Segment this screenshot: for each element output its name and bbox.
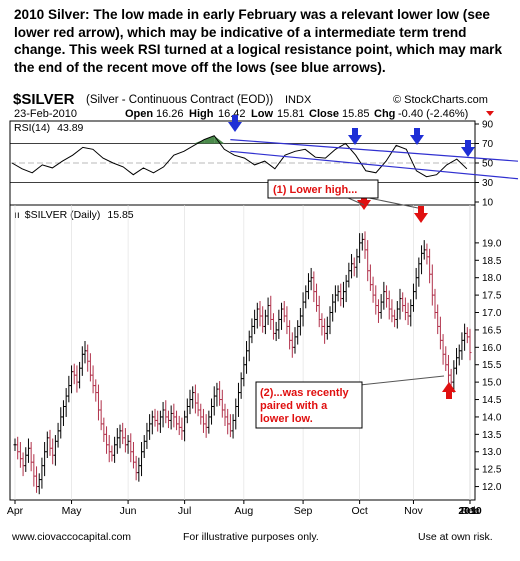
- rsi-tick-label: 90: [482, 120, 494, 131]
- price-tick-label: 15.5: [482, 360, 502, 371]
- footer-disclaimer: For illustrative purposes only.: [183, 531, 319, 543]
- price-tick-label: 13.5: [482, 430, 502, 441]
- price-tick-label: 14.5: [482, 395, 502, 406]
- x-tick-label: Apr: [7, 505, 24, 517]
- x-tick-label: Feb: [461, 505, 479, 517]
- price-panel: ıı $SILVER (Daily) 15.85 12.0 12.5 13.0 13.…: [7, 204, 502, 517]
- chart-date: 23-Feb-2010: [14, 108, 77, 120]
- open-label: Open: [125, 108, 153, 120]
- blue-arrows: [228, 115, 475, 157]
- rsi-overbought-segment: [204, 135, 215, 144]
- blue-arrow-3-head: [410, 135, 424, 145]
- headline-lead: 2010 Silver:: [14, 7, 90, 22]
- chart-description: (Silver - Continuous Contract (EOD)): [86, 94, 273, 106]
- rsi-last-value: 43.89: [57, 122, 83, 134]
- x-tick-label: 2010: [458, 505, 482, 517]
- ohlc-icon: ıı: [14, 209, 20, 221]
- blue-arrow-1: [232, 115, 238, 123]
- price-tick-label: 13.0: [482, 447, 502, 458]
- close-value: 15.85: [342, 108, 370, 120]
- blue-arrow-2-head: [348, 135, 362, 145]
- chart-symbol: $SILVER: [13, 91, 75, 108]
- callout-2-line-2: paired with a: [260, 400, 328, 412]
- price-tick-label: 17.5: [482, 291, 502, 302]
- callout-2-line-1: (2)...was recently: [260, 387, 350, 399]
- price-tick-label: 16.0: [482, 343, 502, 354]
- headline-body: The low made in early February was a rel…: [14, 7, 503, 75]
- x-tick-label: Dec: [461, 505, 480, 517]
- price-label: ıı $SILVER (Daily) 15.85: [14, 209, 134, 221]
- chg-value: -0.40 (-2.46%): [398, 108, 468, 120]
- red-arrow-2: [418, 206, 424, 214]
- price-frame: [9, 204, 476, 501]
- blue-arrow-1-head: [228, 122, 242, 132]
- blue-arrow-4-head: [461, 147, 475, 157]
- rsi-label: RSI(14) 43.89: [14, 122, 84, 134]
- price-name: $SILVER (Daily): [25, 209, 101, 221]
- rsi-trendline: [230, 150, 519, 180]
- callout-1-text: (1) Lower high...: [273, 184, 357, 196]
- open-value: 16.26: [156, 108, 184, 120]
- rsi-y-axis: 10 30 50 70 90: [475, 120, 494, 209]
- x-tick-label: May: [62, 505, 83, 517]
- rsi-overbought-segment: [214, 135, 225, 144]
- red-arrow-3: [446, 391, 452, 399]
- x-tick-label: Aug: [235, 505, 254, 517]
- callout-2-box: [255, 381, 363, 429]
- footer: www.ciovaccocapital.com For illustrative…: [0, 531, 520, 555]
- chart-exchange: INDX: [285, 94, 312, 106]
- price-bars: [13, 231, 472, 495]
- rsi-bands: [10, 143, 475, 183]
- price-last-value: 15.85: [107, 209, 133, 221]
- price-tick-label: 18.0: [482, 273, 502, 284]
- x-tick-label: Jul: [178, 505, 191, 517]
- x-tick-label: Nov: [404, 505, 423, 517]
- red-arrow-2-head: [414, 213, 428, 223]
- callout-1-box: [267, 179, 379, 199]
- callout-2-line-3: lower low.: [260, 413, 313, 425]
- rsi-tick-label: 30: [482, 178, 494, 189]
- price-tick-label: 19.0: [482, 238, 502, 249]
- callout-lower-high: (1) Lower high...: [267, 179, 419, 209]
- price-y-axis: 12.0 12.5 13.0 13.5 14.0 14.5 15.0 15.5 16.0 16.5…: [475, 238, 502, 493]
- rsi-tick-label: 70: [482, 139, 494, 150]
- blue-arrow-3: [414, 128, 420, 136]
- footer-risk: Use at own risk.: [418, 531, 493, 543]
- rsi-trendlines: [230, 139, 519, 180]
- blue-arrow-4: [465, 140, 471, 148]
- rsi-name: RSI(14): [14, 122, 50, 134]
- x-tick-label: Oct: [351, 505, 367, 517]
- price-tick-label: 15.0: [482, 378, 502, 389]
- high-value: 16.42: [218, 108, 246, 120]
- chg-down-arrow-icon: [486, 111, 494, 116]
- high-label: High: [189, 108, 214, 120]
- stockcharts-watermark: © StockCharts.com: [393, 94, 488, 106]
- price-tick-label: 17.0: [482, 308, 502, 319]
- price-tick-label: 14.0: [482, 412, 502, 423]
- rsi-tick-label: 50: [482, 159, 494, 170]
- chart-area: $SILVER (Silver - Continuous Contract (E…: [7, 91, 519, 517]
- price-tick-label: 16.5: [482, 325, 502, 336]
- blue-arrow-2: [352, 128, 358, 136]
- price-tick-label: 12.5: [482, 465, 502, 476]
- x-tick-label: Jun: [120, 505, 137, 517]
- headline: 2010 Silver: The low made in early Febru…: [14, 6, 514, 76]
- close-label: Close: [309, 108, 339, 120]
- low-value: 15.81: [277, 108, 305, 120]
- low-label: Low: [251, 108, 273, 120]
- rsi-panel: RSI(14) 43.89 10 30 50 70 90: [9, 120, 519, 209]
- footer-website: www.ciovaccocapital.com: [12, 531, 132, 543]
- rsi-line: [11, 135, 468, 178]
- price-tick-label: 18.5: [482, 256, 502, 267]
- price-tick-label: 12.0: [482, 482, 502, 493]
- rsi-trendline: [230, 139, 519, 162]
- rsi-tick-label: 10: [482, 198, 494, 209]
- x-tick-label: Sep: [294, 505, 313, 517]
- callout-lower-low: (2)...was recently paired with a lower l…: [255, 375, 445, 429]
- chg-label: Chg: [374, 108, 395, 120]
- red-arrow-3-head: [442, 382, 456, 392]
